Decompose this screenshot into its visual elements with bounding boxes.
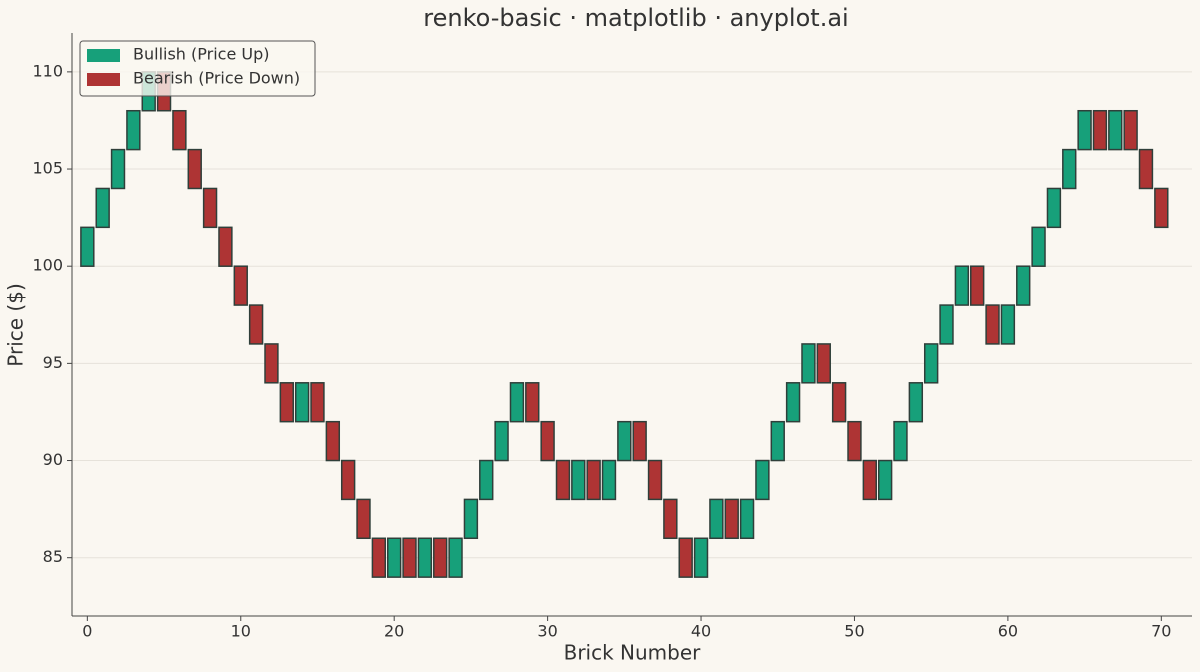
- brick: [801, 343, 816, 384]
- brick: [939, 304, 954, 345]
- brick: [663, 498, 678, 540]
- brick: [1123, 109, 1138, 151]
- brick: [402, 537, 417, 578]
- x-tick-label: 0: [82, 622, 92, 641]
- brick: [1092, 109, 1108, 151]
- brick: [433, 537, 448, 578]
- brick: [893, 420, 908, 462]
- brick: [494, 420, 509, 462]
- brick: [386, 537, 402, 578]
- brick: [586, 459, 601, 501]
- brick: [877, 459, 893, 501]
- brick: [1108, 109, 1123, 151]
- brick: [340, 459, 356, 501]
- legend-swatch: [87, 49, 120, 62]
- y-axis-label: Price ($): [4, 283, 28, 366]
- brick: [479, 459, 494, 501]
- brick: [601, 459, 617, 501]
- x-axis-label: Brick Number: [564, 641, 702, 665]
- legend-label: Bearish (Price Down): [133, 69, 300, 88]
- x-tick-label: 60: [998, 622, 1018, 641]
- brick: [785, 382, 801, 423]
- x-tick-label: 40: [691, 622, 711, 641]
- brick: [923, 343, 939, 384]
- y-tick-label: 110: [32, 61, 63, 80]
- brick: [463, 498, 479, 540]
- brick: [908, 382, 924, 423]
- brick: [126, 109, 141, 151]
- brick: [172, 109, 187, 151]
- brick: [448, 537, 463, 578]
- brick: [755, 459, 770, 501]
- x-tick-label: 20: [384, 622, 404, 641]
- y-tick-label: 105: [32, 159, 63, 178]
- brick: [95, 187, 110, 229]
- brick: [325, 420, 341, 462]
- brick: [816, 343, 831, 384]
- brick: [218, 226, 233, 267]
- brick: [970, 265, 985, 306]
- x-tick-label: 10: [231, 622, 251, 641]
- brick: [233, 265, 248, 306]
- x-tick-label: 30: [537, 622, 557, 641]
- brick: [310, 382, 325, 423]
- brick: [954, 265, 970, 306]
- brick: [187, 148, 202, 190]
- brick: [80, 226, 95, 267]
- legend-frame: [79, 40, 316, 97]
- legend-label: Bullish (Price Up): [133, 45, 269, 64]
- brick: [985, 304, 1000, 345]
- brick: [862, 459, 878, 501]
- brick: [678, 537, 693, 578]
- brick: [371, 537, 387, 578]
- brick: [1016, 265, 1031, 306]
- brick: [525, 382, 540, 423]
- x-tick-label: 50: [844, 622, 864, 641]
- brick: [1000, 304, 1016, 345]
- brick: [248, 304, 264, 345]
- brick: [555, 459, 571, 501]
- brick: [1138, 148, 1154, 190]
- brick: [356, 498, 371, 540]
- brick: [294, 382, 310, 423]
- x-tick-label: 70: [1151, 622, 1171, 641]
- brick: [279, 382, 294, 423]
- brick: [770, 420, 785, 462]
- brick: [724, 498, 739, 540]
- brick: [1031, 226, 1046, 267]
- chart-title: renko-basic · matplotlib · anyplot.ai: [423, 4, 848, 32]
- brick: [571, 459, 586, 501]
- brick: [617, 420, 632, 462]
- y-tick-label: 90: [43, 450, 63, 469]
- brick: [831, 382, 847, 423]
- brick: [509, 382, 525, 423]
- y-tick-label: 100: [32, 256, 63, 275]
- y-tick-label: 85: [43, 547, 63, 566]
- brick: [264, 343, 279, 384]
- brick: [739, 498, 755, 540]
- y-tick-label: 95: [43, 353, 63, 372]
- brick: [1154, 187, 1169, 229]
- brick: [202, 187, 218, 229]
- brick: [632, 420, 647, 462]
- brick: [540, 420, 555, 462]
- brick: [709, 498, 724, 540]
- brick: [417, 537, 433, 578]
- legend-swatch: [87, 73, 120, 86]
- brick: [1046, 187, 1062, 229]
- brick: [1062, 148, 1077, 190]
- brick: [1077, 109, 1092, 151]
- legend: Bullish (Price Up) Bearish (Price Down): [79, 40, 316, 97]
- brick: [647, 459, 663, 501]
- brick: [693, 537, 709, 578]
- brick: [847, 420, 862, 462]
- brick: [110, 148, 126, 190]
